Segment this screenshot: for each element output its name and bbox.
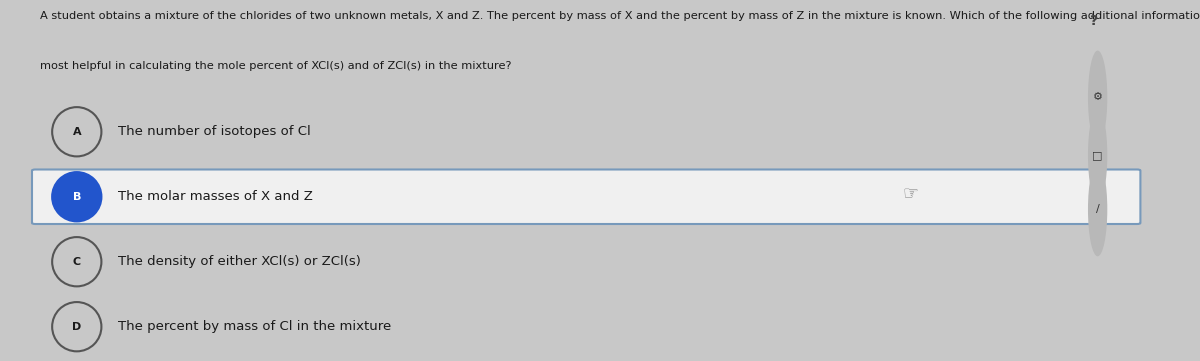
Text: ⚙: ⚙ — [1093, 92, 1103, 103]
Text: The percent by mass of Cl in the mixture: The percent by mass of Cl in the mixture — [119, 320, 391, 333]
Ellipse shape — [52, 302, 102, 351]
Text: ☞: ☞ — [902, 184, 919, 202]
Text: The molar masses of X and Z: The molar masses of X and Z — [119, 190, 313, 203]
Text: A: A — [72, 127, 82, 137]
Text: most helpful in calculating the mole percent of XCl(s) and of ZCl(s) in the mixt: most helpful in calculating the mole per… — [40, 61, 511, 71]
FancyBboxPatch shape — [32, 170, 1140, 224]
Text: ∕: ∕ — [1096, 204, 1099, 214]
Circle shape — [1088, 108, 1108, 202]
Ellipse shape — [52, 172, 102, 221]
Circle shape — [1088, 162, 1108, 256]
Text: ?: ? — [1090, 14, 1098, 29]
Text: C: C — [73, 257, 80, 267]
Text: The number of isotopes of Cl: The number of isotopes of Cl — [119, 125, 311, 138]
Text: B: B — [72, 192, 80, 202]
Text: The density of either XCl(s) or ZCl(s): The density of either XCl(s) or ZCl(s) — [119, 255, 361, 268]
Circle shape — [1088, 51, 1108, 144]
Text: D: D — [72, 322, 82, 332]
Ellipse shape — [52, 237, 102, 286]
Text: A student obtains a mixture of the chlorides of two unknown metals, X and Z. The: A student obtains a mixture of the chlor… — [40, 11, 1200, 21]
Ellipse shape — [52, 107, 102, 156]
Text: □: □ — [1092, 150, 1103, 160]
